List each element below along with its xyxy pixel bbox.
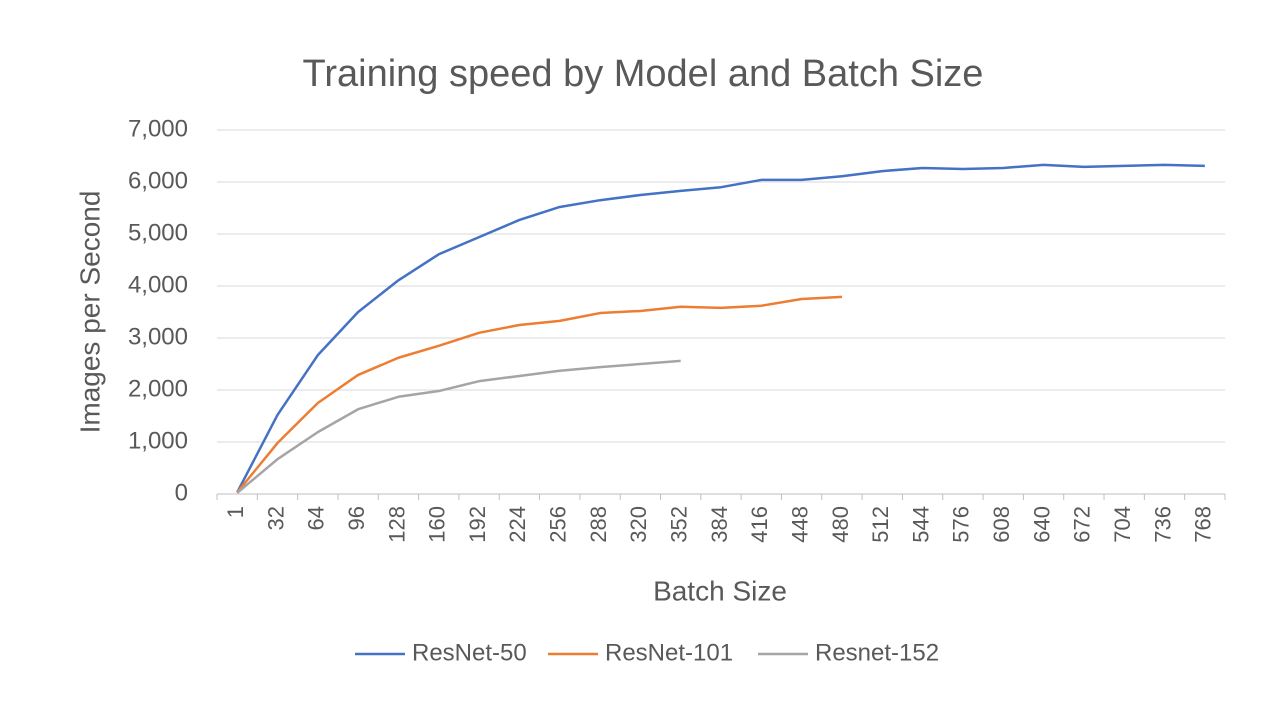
x-tick-label: 320 [626,506,651,543]
x-tick-label: 448 [787,506,812,543]
x-tick-label: 608 [989,506,1014,543]
x-axis-title: Batch Size [653,575,787,606]
x-tick-label: 256 [546,506,571,543]
y-tick-label: 0 [175,479,188,506]
legend-label: ResNet-101 [605,639,733,666]
x-tick-label: 192 [465,506,490,543]
x-tick-label: 480 [828,506,853,543]
y-tick-label: 2,000 [128,375,188,402]
x-tick-label: 288 [586,506,611,543]
x-tick-label: 384 [707,506,732,543]
chart-title: Training speed by Model and Batch Size [303,53,984,95]
x-tick-label: 128 [384,506,409,543]
x-tick-label: 704 [1110,506,1135,543]
x-tick-label: 160 [425,506,450,543]
y-tick-label: 6,000 [128,167,188,194]
y-tick-label: 5,000 [128,219,188,246]
series-line [236,163,1205,494]
x-tick-label: 96 [344,506,369,530]
x-tick-label: 544 [908,506,933,543]
y-tick-label: 4,000 [128,271,188,298]
y-axis-title: Images per Second [74,191,105,434]
x-tick-label: 32 [263,506,288,530]
x-tick-label: 576 [949,506,974,543]
x-tick-label: 1 [223,506,248,518]
y-tick-label: 3,000 [128,323,188,350]
y-tick-label: 7,000 [128,115,188,142]
y-tick-label: 1,000 [128,427,188,454]
x-tick-label: 352 [666,506,691,543]
x-tick-label: 640 [1029,506,1054,543]
x-tick-label: 224 [505,506,530,543]
x-tick-label: 64 [304,506,329,530]
x-tick-label: 736 [1150,506,1175,543]
x-tick-label: 512 [868,506,893,543]
x-tick-label: 416 [747,506,772,543]
x-tick-label: 672 [1070,506,1095,543]
legend-label: ResNet-50 [412,639,527,666]
series-line [236,359,681,494]
x-tick-label: 768 [1191,506,1216,543]
series-line [236,295,843,494]
legend-label: Resnet-152 [815,639,939,666]
